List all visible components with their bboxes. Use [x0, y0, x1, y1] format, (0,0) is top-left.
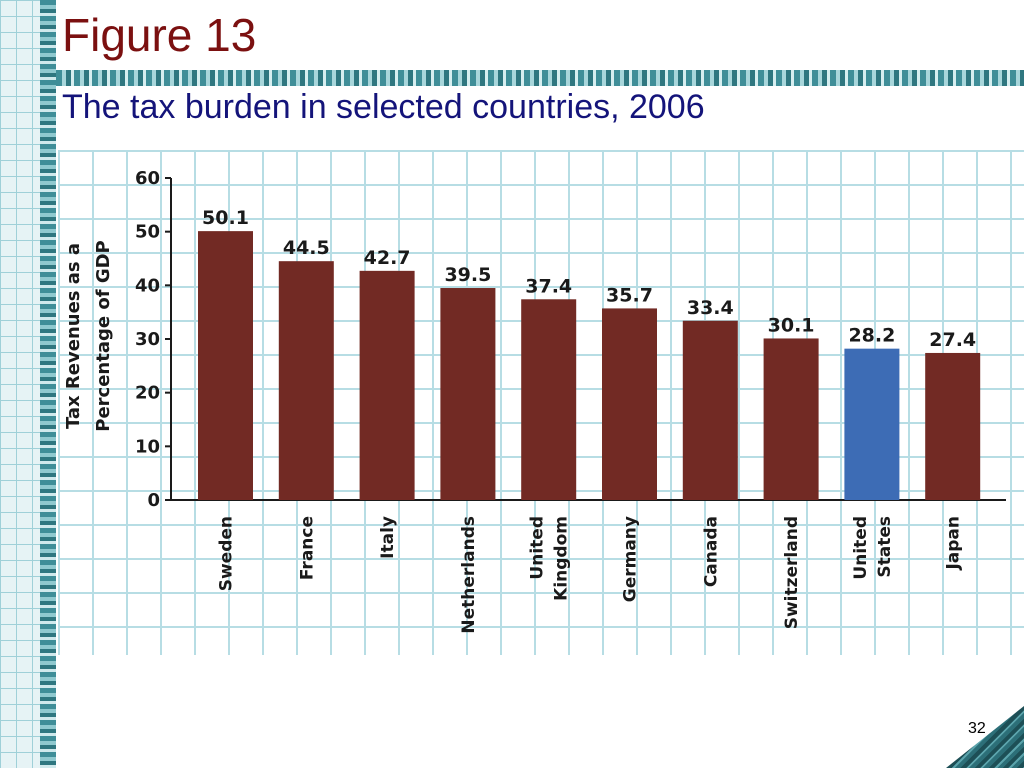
x-tick-label: France	[297, 516, 317, 580]
bar-france	[278, 261, 334, 500]
data-label: 37.4	[525, 275, 572, 297]
x-tick-label: Sweden	[217, 516, 237, 591]
page-number: 32	[968, 720, 986, 737]
x-tick-label: Germany	[621, 516, 641, 602]
x-tick-label: Japan	[944, 516, 964, 571]
y-tick-label: 50	[135, 222, 160, 243]
x-tick-label: States	[875, 516, 895, 578]
bar-japan	[925, 352, 981, 500]
bar-canada	[682, 320, 738, 500]
x-tick-label: Canada	[701, 516, 721, 587]
y-tick-label: 0	[147, 490, 160, 511]
bar-germany	[602, 308, 657, 500]
bar-netherlands	[440, 288, 496, 500]
bar-united-states	[844, 348, 900, 500]
y-tick-label: 40	[135, 275, 160, 296]
data-label: 30.1	[768, 314, 815, 336]
x-tick-label: United	[851, 516, 871, 580]
data-label: 27.4	[929, 329, 976, 351]
x-tick-label: Kingdom	[552, 516, 572, 601]
data-label: 33.4	[687, 297, 734, 319]
data-label: 42.7	[364, 247, 411, 269]
data-label: 28.2	[848, 325, 895, 347]
data-label: 35.7	[606, 284, 653, 306]
bar-italy	[359, 270, 415, 500]
data-label: 39.5	[444, 264, 491, 286]
slide-title: Figure 13	[62, 9, 257, 61]
left-decorative-border	[40, 0, 56, 768]
x-tick-label: United	[528, 516, 548, 580]
bar-switzerland	[763, 338, 819, 500]
y-tick-label: 60	[135, 168, 160, 189]
y-tick-label: 20	[135, 383, 160, 404]
x-tick-label: Italy	[378, 516, 398, 559]
y-axis-title-line-1: Tax Revenues as a	[63, 243, 84, 429]
y-tick-label: 30	[135, 329, 160, 350]
data-label: 50.1	[202, 207, 249, 229]
title-divider	[56, 70, 1024, 86]
bar-sweden	[198, 231, 253, 500]
x-tick-label: Switzerland	[782, 516, 802, 629]
data-label: 44.5	[283, 237, 330, 259]
x-tick-label: Netherlands	[459, 516, 479, 634]
y-axis-title-line-2: Percentage of GDP	[93, 240, 114, 431]
slide-subtitle: The tax burden in selected countries, 20…	[62, 88, 705, 126]
bar-united-kingdom	[521, 299, 577, 500]
y-tick-label: 10	[135, 436, 160, 457]
